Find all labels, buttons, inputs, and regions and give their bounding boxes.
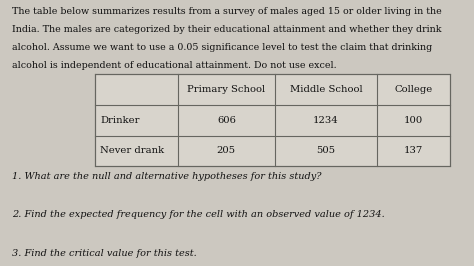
Text: College: College (394, 85, 433, 94)
Text: 205: 205 (217, 147, 236, 155)
Text: 1234: 1234 (313, 116, 339, 125)
Text: Never drank: Never drank (100, 147, 164, 155)
Text: 2. Find the expected frequency for the cell with an observed value of 1234.: 2. Find the expected frequency for the c… (12, 210, 384, 219)
Text: 100: 100 (404, 116, 423, 125)
Text: Middle School: Middle School (290, 85, 362, 94)
Text: 3. Find the critical value for this test.: 3. Find the critical value for this test… (12, 249, 197, 258)
Text: 505: 505 (316, 147, 336, 155)
Text: India. The males are categorized by their educational attainment and whether the: India. The males are categorized by thei… (12, 25, 441, 34)
Text: alcohol is independent of educational attainment. Do not use excel.: alcohol is independent of educational at… (12, 61, 337, 70)
Text: 1. What are the null and alternative hypotheses for this study?: 1. What are the null and alternative hyp… (12, 172, 321, 181)
Text: 606: 606 (217, 116, 236, 125)
Text: alcohol. Assume we want to use a 0.05 significance level to test the claim that : alcohol. Assume we want to use a 0.05 si… (12, 43, 432, 52)
Text: 137: 137 (404, 147, 423, 155)
Text: Primary School: Primary School (187, 85, 265, 94)
Bar (95, 74, 450, 166)
Text: The table below summarizes results from a survey of males aged 15 or older livin: The table below summarizes results from … (12, 7, 442, 16)
Text: Drinker: Drinker (100, 116, 140, 125)
